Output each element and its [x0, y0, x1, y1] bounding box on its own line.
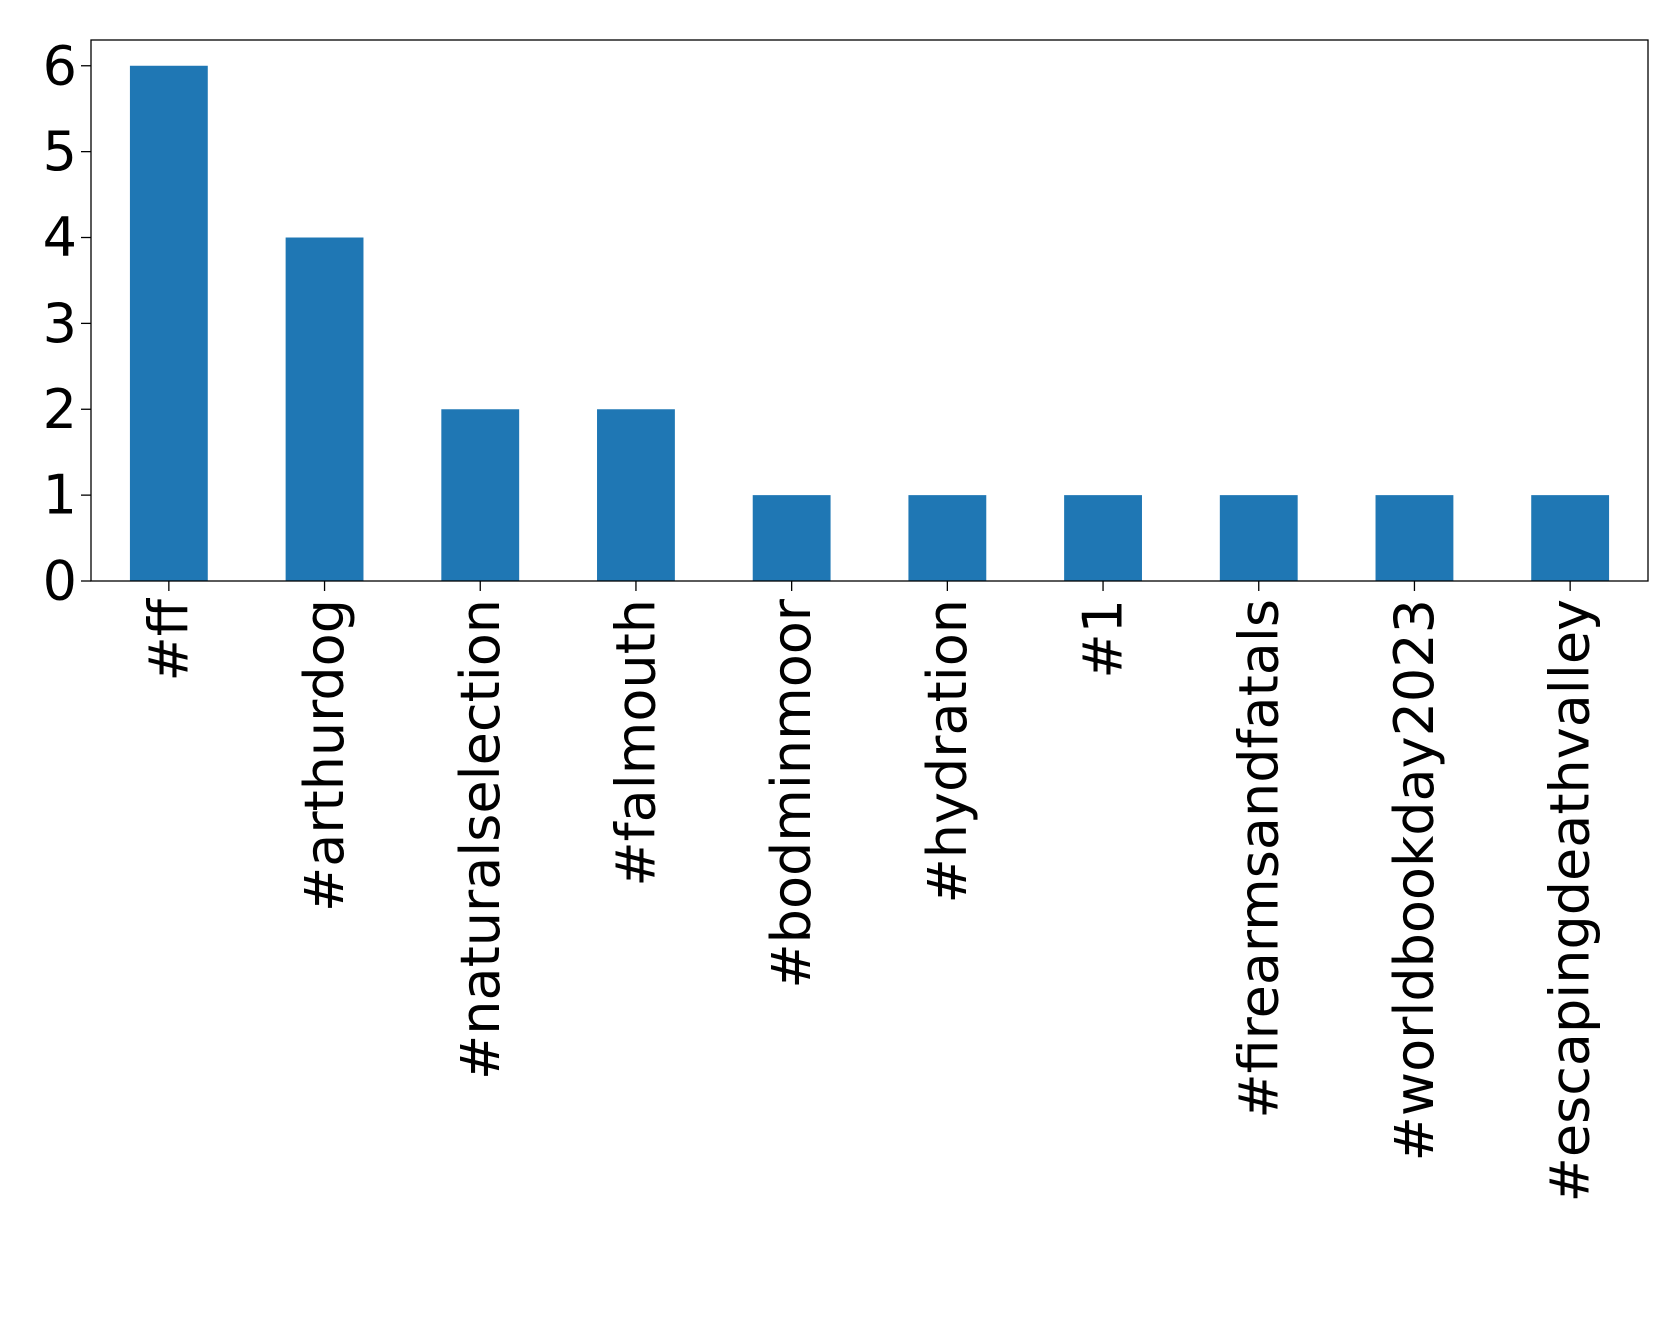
y-axis: 0 1 2 3 4 5 6	[43, 34, 91, 613]
x-tick-label: #naturalselection	[449, 599, 512, 1080]
bar	[1531, 495, 1610, 581]
y-tick-label: 6	[43, 34, 77, 97]
x-tick-label: #firearmsandfatals	[1227, 599, 1290, 1119]
y-tick-label: 5	[43, 120, 77, 183]
bar	[129, 65, 208, 581]
bar	[1375, 495, 1454, 581]
x-tick-label: #arthurdog	[293, 599, 356, 912]
x-tick-label: #falmouth	[604, 599, 667, 887]
bar	[441, 409, 520, 581]
bar	[908, 495, 987, 581]
bar	[285, 237, 364, 581]
x-tick-label: #worldbookday2023	[1383, 599, 1446, 1161]
x-axis: #ff #arthurdog #naturalselection #falmouth #…	[137, 581, 1602, 1202]
bars-group	[129, 65, 1610, 581]
x-tick-label: #bodminmoor	[760, 598, 823, 988]
bar	[752, 495, 831, 581]
x-tick-label: #hydration	[916, 599, 979, 903]
bar	[1064, 495, 1142, 581]
y-tick-label: 0	[43, 550, 77, 613]
y-tick-label: 2	[43, 378, 77, 441]
x-tick-label: #1	[1072, 599, 1135, 679]
bar	[597, 409, 675, 581]
y-tick-label: 1	[43, 464, 77, 527]
x-tick-label: #ff	[137, 597, 200, 681]
y-tick-label: 4	[43, 206, 77, 269]
x-tick-label: #escapingdeathvalley	[1539, 599, 1602, 1202]
y-tick-label: 3	[43, 292, 77, 355]
bar	[1219, 495, 1298, 581]
plot-frame	[90, 39, 1649, 582]
